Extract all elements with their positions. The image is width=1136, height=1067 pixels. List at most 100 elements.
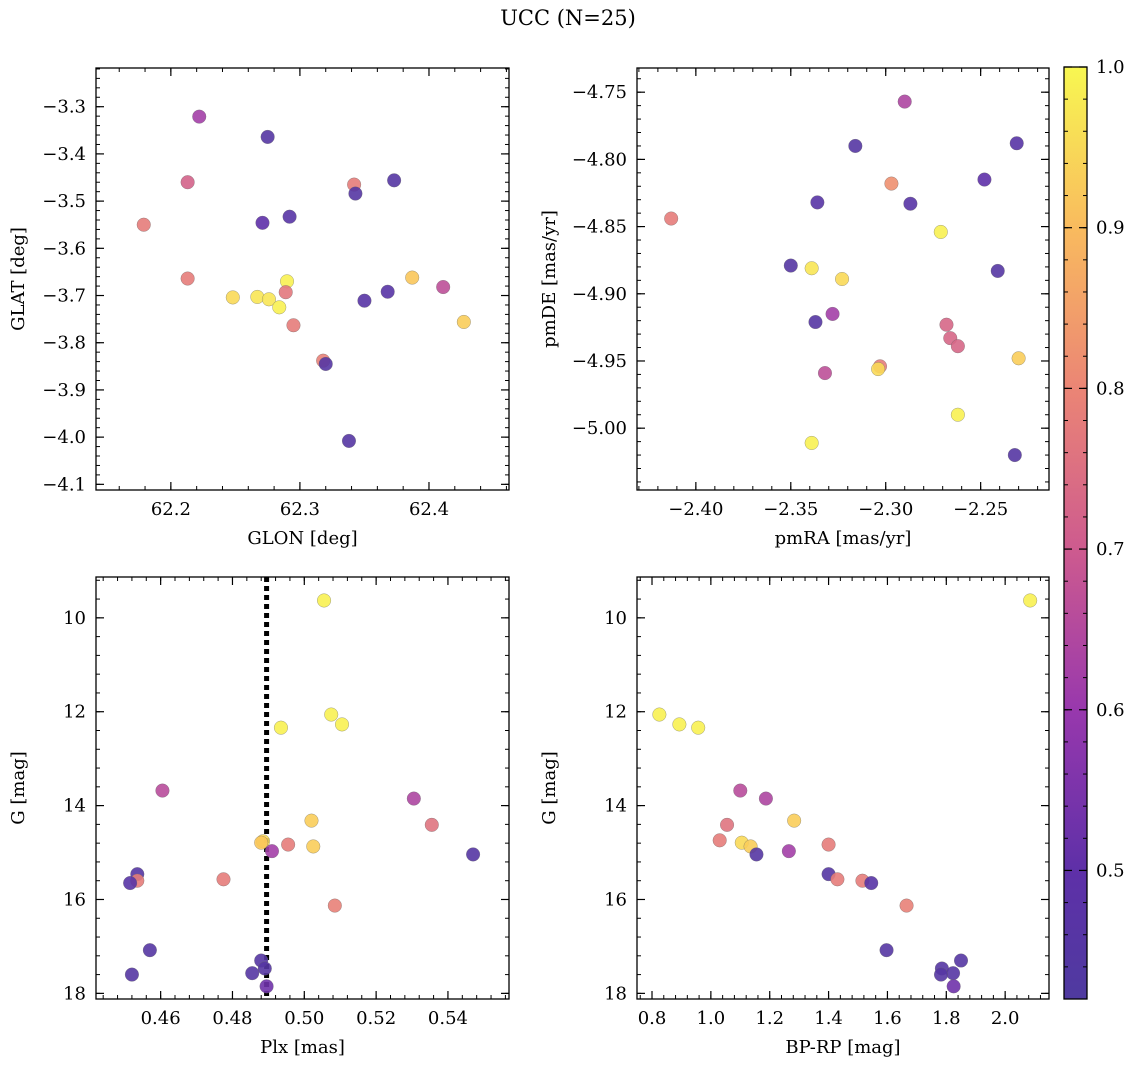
scatter-point — [306, 839, 321, 854]
scatter-point — [933, 967, 949, 982]
scatter-point — [808, 314, 823, 330]
y-axis-label: G [mag] — [539, 751, 560, 824]
scatter-point — [327, 898, 342, 913]
scatter-point — [933, 224, 948, 240]
scatter-point — [783, 258, 798, 273]
y-tick-label: −3.9 — [42, 380, 86, 401]
scatter-point — [124, 967, 139, 982]
scatter-point — [787, 813, 802, 828]
scatter-point — [155, 783, 170, 798]
scatter-point — [950, 339, 965, 354]
axes-frame — [636, 576, 1050, 1000]
scatter-point — [316, 593, 332, 608]
scatter-point — [142, 943, 157, 958]
scatter-point — [1009, 136, 1024, 151]
y-tick-label: 16 — [63, 889, 86, 910]
colorbar-gradient — [1063, 66, 1088, 1000]
scatter-point — [758, 791, 773, 806]
scatter-point — [255, 215, 270, 230]
scatter-point — [848, 138, 863, 153]
panel-bprp-g: 0.8 1.0 1.2 1.4 1.6 1.8 2.0 10 12 14 16 18 BP-RP [ma… — [539, 576, 1050, 1058]
x-tick-label: 1.8 — [932, 1008, 961, 1029]
axes-frame — [95, 576, 510, 1000]
scatter-point — [950, 407, 965, 422]
scatter-point — [406, 791, 421, 806]
scatter-point — [825, 306, 840, 321]
colorbar-tick-label: 0.5 — [1096, 860, 1125, 881]
x-tick-label: 0.54 — [428, 1008, 468, 1029]
y-tick-label: −4.90 — [572, 284, 627, 305]
x-tick-label: 62.3 — [280, 499, 320, 520]
scatter-point — [903, 196, 918, 211]
x-tick-label: 62.2 — [151, 499, 191, 520]
scatter-point — [278, 285, 293, 300]
scatter-point — [225, 290, 240, 305]
scatter-point — [380, 284, 395, 299]
colorbar: 0.5 0.6 0.7 0.8 0.9 1.0 — [1063, 57, 1125, 1000]
y-tick-label: −5.00 — [572, 418, 627, 439]
panel-glon-glat: 62.2 62.3 62.4 −4.1 −4.0 −3.9 −3.8 −3.7 −3.6 −3.5… — [8, 67, 510, 549]
scatter-point — [357, 293, 372, 308]
y-tick-label: −4.0 — [42, 427, 86, 448]
y-tick-label: 10 — [63, 608, 86, 629]
scatter-point — [672, 717, 687, 732]
scatter-point — [899, 898, 914, 913]
x-axis-label: Plx [mas] — [260, 1037, 345, 1058]
x-tick-label: −2.30 — [858, 499, 913, 520]
scatter-point — [1011, 351, 1026, 366]
scatter-point — [286, 318, 301, 333]
x-tick-label: 1.0 — [697, 1008, 726, 1029]
x-axis-label: pmRA [mas/yr] — [775, 528, 912, 549]
y-tick-label: 14 — [604, 796, 627, 817]
scatter-point — [720, 817, 735, 832]
scatter-point — [348, 186, 363, 201]
scatter-point — [990, 263, 1005, 278]
scatter-point — [781, 844, 796, 859]
scatter-point — [123, 876, 138, 891]
scatter-point — [712, 833, 727, 848]
y-tick-label: −4.80 — [572, 149, 627, 170]
x-tick-label: 62.4 — [409, 499, 449, 520]
y-tick-label: −3.7 — [42, 286, 86, 307]
scatter-point — [804, 435, 819, 451]
y-tick-label: −3.6 — [42, 238, 86, 259]
x-tick-label: 2.0 — [991, 1008, 1020, 1029]
axes-frame — [636, 67, 1050, 491]
panel-pmra-pmde: −2.40 −2.35 −2.30 −2.25 −5.00 −4.95 −4.90 −4.85… — [539, 67, 1050, 549]
scatter-point — [424, 817, 439, 832]
scatter-point — [946, 979, 961, 994]
colorbar-tick-label: 0.7 — [1096, 539, 1125, 560]
scatter-point — [830, 872, 845, 887]
scatter-point — [864, 876, 879, 891]
scatter-point — [1023, 593, 1038, 608]
y-tick-label: 14 — [63, 796, 86, 817]
scatter-point — [897, 94, 912, 109]
scatter-point — [664, 211, 679, 226]
scatter-point — [466, 847, 481, 862]
scatter-point — [261, 292, 276, 307]
y-tick-label: 12 — [63, 702, 86, 723]
scatter-point — [254, 835, 269, 850]
x-tick-label: −2.40 — [668, 499, 723, 520]
scatter-point — [282, 209, 297, 224]
y-tick-label: 18 — [63, 983, 86, 1004]
colorbar-tick-label: 0.9 — [1096, 218, 1125, 239]
x-tick-label: 1.4 — [814, 1008, 843, 1029]
y-tick-label: −4.95 — [572, 351, 627, 372]
scatter-point — [259, 979, 274, 994]
y-tick-label: −3.5 — [42, 191, 86, 212]
scatter-point — [817, 366, 833, 381]
y-tick-label: 10 — [604, 608, 627, 629]
scatter-point — [749, 847, 764, 862]
colorbar-tick-label: 0.6 — [1096, 700, 1125, 721]
y-tick-label: 12 — [604, 702, 627, 723]
scatter-point — [387, 173, 402, 188]
x-tick-label: 0.8 — [638, 1008, 667, 1029]
scatter-point — [879, 943, 894, 958]
scatter-point — [939, 317, 954, 332]
scatter-point — [318, 356, 333, 372]
scatter-point — [245, 966, 260, 981]
x-tick-label: −2.25 — [953, 499, 1008, 520]
y-tick-label: −3.3 — [42, 97, 86, 118]
